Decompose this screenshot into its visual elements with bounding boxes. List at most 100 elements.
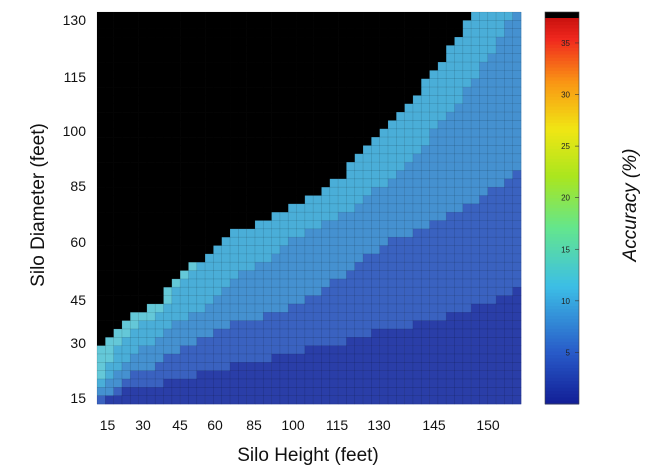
heatmap-cell (512, 20, 522, 29)
heatmap-cell (205, 337, 214, 346)
heatmap-cell (263, 212, 272, 221)
heatmap-cell (130, 112, 139, 121)
heatmap-cell (180, 120, 189, 130)
heatmap-cell (338, 395, 347, 405)
heatmap-cell (263, 62, 272, 71)
heatmap-cell (421, 95, 430, 105)
heatmap-cell (363, 103, 372, 113)
heatmap-cell (188, 312, 198, 321)
heatmap-cell (271, 120, 281, 130)
colorbar-segment (545, 230, 579, 235)
heatmap-cell (155, 153, 164, 163)
heatmap-cell (437, 295, 447, 305)
heatmap-cell (496, 387, 505, 396)
heatmap-cell (371, 103, 380, 113)
heatmap-cell (254, 62, 264, 71)
heatmap-cell (496, 353, 505, 363)
heatmap-cell (155, 353, 164, 363)
heatmap-cell (121, 320, 131, 330)
heatmap-cell (446, 270, 455, 280)
colorbar-tick-label: 30 (561, 91, 570, 100)
colorbar-segment (545, 397, 579, 402)
heatmap-cell (387, 237, 397, 246)
heatmap-cell (271, 53, 281, 63)
heatmap-cell (412, 162, 422, 171)
heatmap-cell (437, 95, 447, 105)
heatmap-cell (113, 220, 123, 230)
heatmap-cell (346, 387, 356, 396)
heatmap-cell (496, 45, 505, 54)
heatmap-cell (171, 37, 181, 46)
heatmap-cell (304, 12, 314, 21)
heatmap-cell (421, 87, 430, 96)
colorbar-segment (545, 217, 579, 222)
heatmap-cell (429, 353, 439, 363)
heatmap-cell (421, 287, 430, 296)
heatmap-cell (238, 337, 247, 346)
heatmap-cell (379, 220, 389, 230)
heatmap-cell (279, 95, 289, 105)
heatmap-cell (230, 103, 239, 113)
heatmap-cell (196, 278, 206, 288)
heatmap-cell (296, 153, 306, 163)
heatmap-cell (230, 45, 239, 54)
heatmap-cell (437, 345, 447, 355)
heatmap-cell (429, 212, 439, 221)
heatmap-cell (138, 353, 148, 363)
heatmap-cell (246, 162, 256, 171)
heatmap-cell (263, 145, 272, 155)
heatmap-cell (321, 103, 331, 113)
heatmap-cell (329, 162, 339, 171)
colorbar-segment (545, 194, 579, 199)
heatmap-cell (496, 78, 505, 88)
heatmap-cell (338, 95, 347, 105)
heatmap-cell (230, 53, 239, 63)
colorbar-segment (545, 260, 579, 265)
heatmap-cell (329, 212, 339, 221)
heatmap-cell (105, 220, 114, 230)
heatmap-cell (130, 128, 139, 138)
heatmap-cell (196, 270, 206, 280)
heatmap-cell (496, 112, 505, 121)
heatmap-cell (512, 362, 522, 371)
heatmap-cell (421, 78, 430, 88)
heatmap-cell (487, 328, 497, 338)
heatmap-cell (230, 62, 239, 71)
heatmap-cell (321, 362, 331, 371)
heatmap-cell (288, 145, 297, 155)
heatmap-cell (338, 228, 347, 238)
heatmap-cell (138, 120, 148, 130)
heatmap-cell (146, 112, 156, 121)
heatmap-cell (387, 45, 397, 54)
heatmap-cell (155, 70, 164, 80)
heatmap-cell (304, 345, 314, 355)
heatmap-cell (512, 95, 522, 105)
heatmap-cell (296, 395, 306, 405)
heatmap-cell (213, 153, 222, 163)
heatmap-cell (254, 262, 264, 271)
heatmap-cell (263, 328, 272, 338)
heatmap-cell (246, 153, 256, 163)
heatmap-cell (196, 128, 206, 138)
heatmap-cell (338, 203, 347, 213)
heatmap-cell (487, 212, 497, 221)
colorbar-segment (545, 181, 579, 186)
heatmap-cell (271, 337, 281, 346)
heatmap-cell (105, 370, 114, 380)
heatmap-cell (313, 370, 322, 380)
heatmap-cell (138, 187, 148, 196)
heatmap-cell (462, 345, 472, 355)
heatmap-cell (163, 220, 173, 230)
heatmap-cell (146, 245, 156, 255)
heatmap-cell (396, 212, 405, 221)
heatmap-cell (238, 328, 247, 338)
heatmap-cell (254, 203, 264, 213)
heatmap-cell (105, 12, 114, 21)
heatmap-cell (146, 370, 156, 380)
heatmap-cell (496, 170, 505, 180)
heatmap-cell (171, 128, 181, 138)
heatmap-cell (387, 20, 397, 29)
heatmap-cell (146, 28, 156, 38)
heatmap-cell (121, 53, 131, 63)
heatmap-cell (421, 170, 430, 180)
